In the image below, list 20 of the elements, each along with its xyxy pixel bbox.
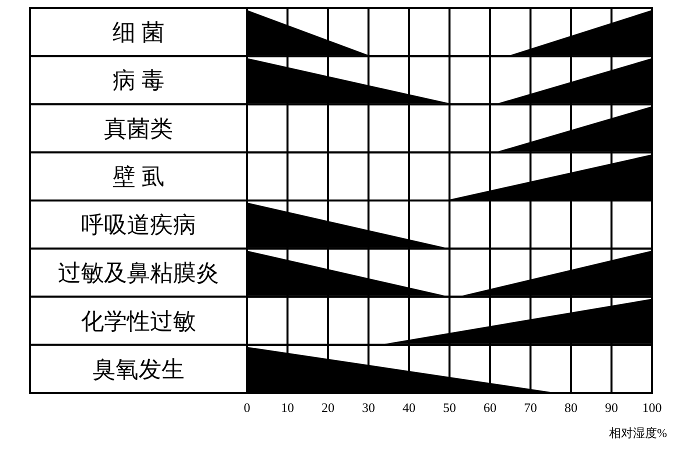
y-axis-title: 病 毒: [112, 68, 164, 94]
x-tick-label: 100: [642, 400, 662, 415]
x-tick-label: 10: [281, 400, 294, 415]
y-axis-title: 呼吸道疾病: [81, 212, 196, 238]
x-tick-label: 90: [605, 400, 618, 415]
x-tick-label: 30: [362, 400, 375, 415]
x-tick-label: 80: [564, 400, 578, 415]
y-axis-title: 壁 虱: [112, 164, 164, 190]
x-tick-label: 70: [524, 400, 537, 415]
x-axis-title: 相对湿度%: [609, 426, 667, 440]
x-tick-label: 60: [484, 400, 496, 415]
x-tick-label: 20: [322, 400, 334, 415]
x-tick-label: 0: [244, 400, 250, 415]
x-tick-label: 40: [402, 400, 416, 415]
y-axis-title: 真菌类: [104, 116, 173, 142]
y-axis-title: 臭氧发生: [92, 356, 184, 382]
y-axis-title: 化学性过敏: [81, 308, 196, 334]
y-axis-title: 过敏及鼻粘膜炎: [58, 260, 219, 286]
y-axis-title: 细 菌: [112, 20, 164, 46]
x-tick-label: 50: [443, 400, 456, 415]
